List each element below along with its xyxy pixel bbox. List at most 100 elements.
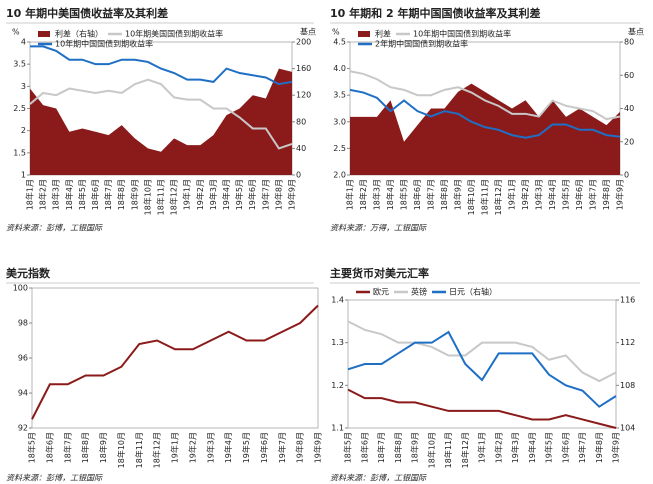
x-tick-label: 19年7月 <box>277 432 287 463</box>
x-tick-label: 19年5月 <box>544 432 554 463</box>
x-tick-label: 19年4月 <box>547 179 557 210</box>
x-tick-label: 19年1月 <box>170 432 180 463</box>
x-tick-label: 18年1月 <box>345 179 355 210</box>
x-tick-label: 18年11月 <box>480 179 490 215</box>
x-tick-label: 18年7月 <box>426 179 436 210</box>
x-tick-label: 18年10月 <box>116 432 126 468</box>
legend-label: 10年期中国国债到期收益率 <box>413 29 511 39</box>
y-tick-label: 3.0 <box>333 117 346 126</box>
y2-tick-label: 40 <box>624 104 634 113</box>
x-tick-label: 19年9月 <box>313 432 323 463</box>
area-series <box>350 83 620 175</box>
x-tick-label: 19年9月 <box>615 179 625 210</box>
legend-swatch <box>358 31 370 37</box>
x-tick-label: 18年9月 <box>129 179 139 210</box>
y-tick-label: 4 <box>21 38 26 47</box>
x-tick-label: 19年7月 <box>577 432 587 463</box>
y-tick-label: 2.5 <box>333 144 346 153</box>
x-tick-label: 18年11月 <box>443 432 453 468</box>
x-tick-label: 18年8月 <box>116 179 126 210</box>
source-note: 资料来源：万得，工银国际 <box>330 224 427 233</box>
x-tick-label: 18年8月 <box>80 432 90 463</box>
x-tick-label: 19年4月 <box>527 432 537 463</box>
y2-tick-label: 112 <box>620 338 635 347</box>
y2-tick-label: 0 <box>624 171 629 180</box>
x-tick-label: 18年12月 <box>152 432 162 468</box>
source-note: 资料来源：彭博，工银国际 <box>6 474 103 483</box>
x-tick-label: 18年6月 <box>90 179 100 210</box>
x-tick-label: 19年4月 <box>221 179 231 210</box>
y-tick-label: 4.5 <box>333 38 346 47</box>
legend-label: 10年期中国国债到期收益率 <box>55 39 153 49</box>
x-tick-label: 19年8月 <box>295 432 305 463</box>
x-tick-label: 19年7月 <box>588 179 598 210</box>
line-series <box>347 320 617 383</box>
chart-title: 10 年期和 2 年期中国国债收益率及其利差 <box>330 6 540 20</box>
y2-tick-label: 0 <box>296 171 301 180</box>
x-tick-label: 18年4月 <box>385 179 395 210</box>
line-series <box>30 45 293 86</box>
y2-unit: 基点 <box>300 27 316 37</box>
x-tick-label: 18年6月 <box>44 432 54 463</box>
legend-label: 2年期中国国债到期收益率 <box>375 39 468 49</box>
y-tick-label: 4.0 <box>333 64 346 73</box>
x-tick-label: 19年6月 <box>560 432 570 463</box>
x-tick-label: 19年9月 <box>611 432 621 463</box>
x-tick-label: 18年12月 <box>460 432 470 468</box>
x-tick-label: 19年3月 <box>510 432 520 463</box>
y-tick-label: 1.4 <box>331 296 344 305</box>
y2-tick-label: 160 <box>296 64 311 73</box>
y2-unit: 基点 <box>628 27 644 37</box>
x-tick-label: 19年8月 <box>594 432 604 463</box>
x-tick-label: 18年7月 <box>103 179 113 210</box>
y2-tick-label: 116 <box>620 296 635 305</box>
y-tick-label: 2 <box>21 126 26 135</box>
x-tick-label: 18年10月 <box>142 179 152 215</box>
x-tick-label: 19年7月 <box>260 179 270 210</box>
legend-swatch <box>38 31 50 37</box>
x-tick-label: 19年3月 <box>208 179 218 210</box>
x-tick-label: 18年3月 <box>372 179 382 210</box>
x-tick-label: 18年6月 <box>412 179 422 210</box>
y-tick-label: 92 <box>18 424 28 433</box>
y2-tick-label: 104 <box>620 424 635 433</box>
y-unit: % <box>12 28 20 37</box>
y-tick-label: 94 <box>18 389 28 398</box>
x-tick-label: 19年8月 <box>273 179 283 210</box>
line-series <box>31 304 319 420</box>
line-series <box>347 330 617 408</box>
x-tick-label: 18年4月 <box>64 179 74 210</box>
y2-tick-label: 60 <box>624 71 634 80</box>
x-tick-label: 18年3月 <box>51 179 61 210</box>
legend-label: 日元（右轴） <box>449 287 497 297</box>
plot-frame <box>347 299 617 429</box>
y-tick-label: 1.5 <box>13 148 26 157</box>
y2-tick-label: 108 <box>620 381 635 390</box>
x-tick-label: 19年5月 <box>241 432 251 463</box>
x-tick-label: 18年9月 <box>98 432 108 463</box>
line-series <box>349 88 621 139</box>
y-tick-label: 2.0 <box>333 171 346 180</box>
x-tick-label: 18年6月 <box>359 432 369 463</box>
x-tick-label: 18年9月 <box>453 179 463 210</box>
legend-label: 10年期美国国债到期收益率 <box>125 29 223 39</box>
source-note: 资料来源：彭博，工银国际 <box>6 224 103 233</box>
y2-tick-label: 120 <box>296 91 311 100</box>
x-tick-label: 19年1月 <box>507 179 517 210</box>
x-tick-label: 18年2月 <box>358 179 368 210</box>
x-tick-label: 19年3月 <box>534 179 544 210</box>
x-tick-label: 18年12月 <box>493 179 503 215</box>
x-tick-label: 18年11月 <box>134 432 144 468</box>
y2-tick-label: 20 <box>624 137 634 146</box>
x-tick-label: 19年5月 <box>234 179 244 210</box>
x-tick-label: 19年2月 <box>187 432 197 463</box>
x-tick-label: 19年6月 <box>574 179 584 210</box>
y-tick-label: 1.3 <box>331 338 344 347</box>
y2-tick-label: 40 <box>296 144 306 153</box>
source-note: 资料来源：彭博，工银国际 <box>330 474 427 483</box>
x-tick-label: 18年5月 <box>27 432 37 463</box>
y-tick-label: 1.1 <box>331 424 344 433</box>
y-tick-label: 1 <box>21 171 26 180</box>
x-tick-label: 19年6月 <box>247 179 257 210</box>
